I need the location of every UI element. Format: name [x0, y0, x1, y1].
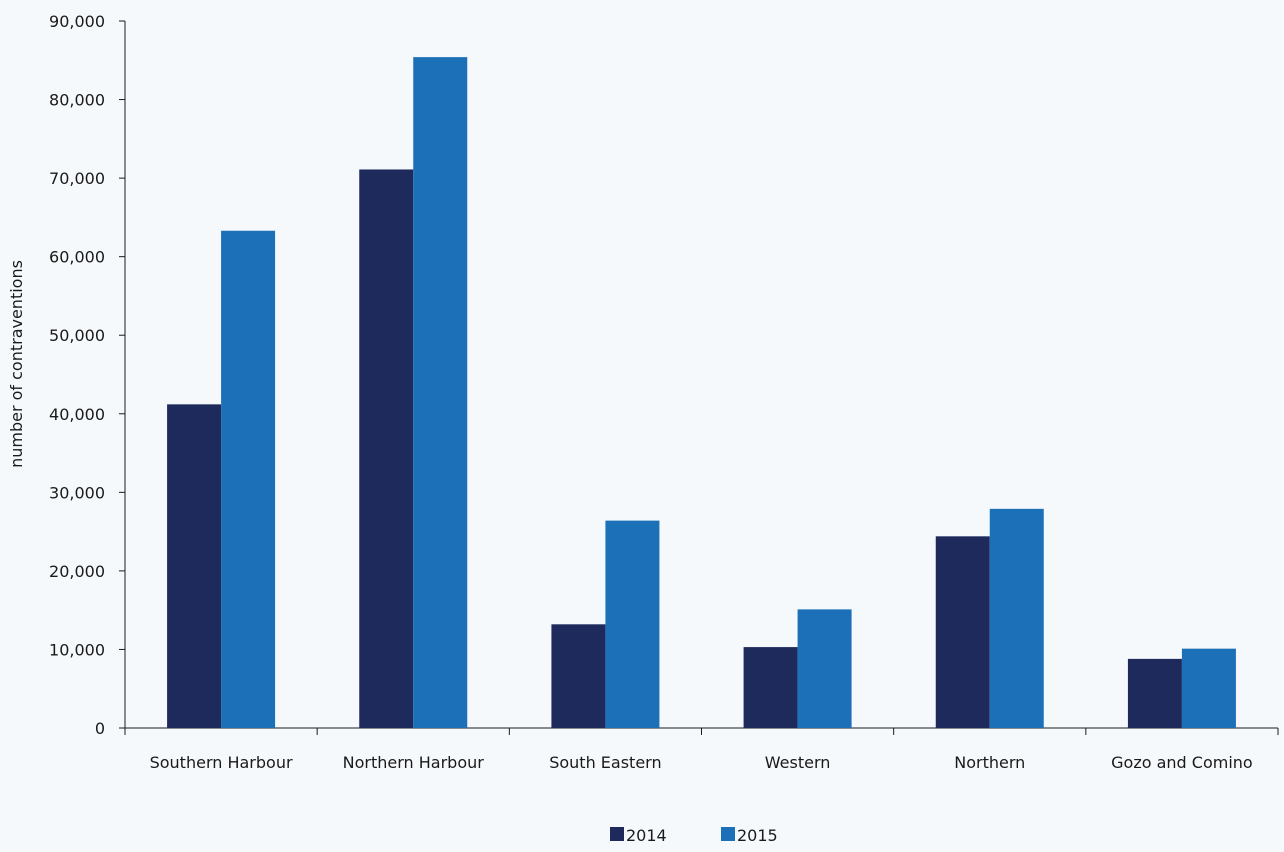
- bar-2015-southern-harbour: [221, 230, 276, 728]
- y-axis-title: number of contraventions: [7, 260, 26, 468]
- bar-2014-northern: [935, 536, 990, 728]
- x-category-label: Northern Harbour: [343, 753, 485, 772]
- x-category-label: Southern Harbour: [150, 753, 293, 772]
- legend-swatch-2015: [721, 827, 735, 841]
- legend-label-2014: 2014: [626, 826, 667, 845]
- y-tick-label: 80,000: [49, 91, 105, 110]
- y-tick-label: 90,000: [49, 12, 105, 31]
- legend: 2014 2015: [610, 826, 778, 845]
- x-axis: Southern Harbour Northern Harbour South Ea…: [124, 727, 1279, 772]
- bar-2015-northern-harbour: [413, 57, 468, 728]
- y-tick-label: 70,000: [49, 169, 105, 188]
- bar-2015-south-eastern: [605, 520, 660, 728]
- y-tick-label: 10,000: [49, 640, 105, 659]
- bar-2014-northern-harbour: [359, 169, 414, 729]
- x-category-label: Gozo and Comino: [1111, 753, 1253, 772]
- bar-2015-northern: [989, 508, 1044, 728]
- y-tick-label: 0: [95, 719, 105, 738]
- y-tick-label: 40,000: [49, 405, 105, 424]
- bar-2014-south-eastern: [551, 624, 606, 728]
- x-category-label: Western: [765, 753, 831, 772]
- y-tick-label: 20,000: [49, 562, 105, 581]
- y-tick-label: 60,000: [49, 248, 105, 267]
- x-category-label: South Eastern: [549, 753, 661, 772]
- bar-2015-gozo-and-comino: [1181, 648, 1236, 728]
- bar-2014-western: [743, 647, 798, 728]
- legend-swatch-2014: [610, 827, 624, 841]
- legend-label-2015: 2015: [737, 826, 778, 845]
- bar-2014-gozo-and-comino: [1127, 658, 1182, 728]
- y-tick-label: 30,000: [49, 483, 105, 502]
- x-category-label: Northern: [954, 753, 1025, 772]
- bar-2014-southern-harbour: [167, 404, 222, 728]
- y-tick-label: 50,000: [49, 326, 105, 345]
- bar-2015-western: [797, 609, 852, 728]
- bars: [167, 57, 1236, 729]
- y-axis: 0 10,000 20,000 30,000 40,000 50,000 60,000 70,…: [49, 12, 126, 738]
